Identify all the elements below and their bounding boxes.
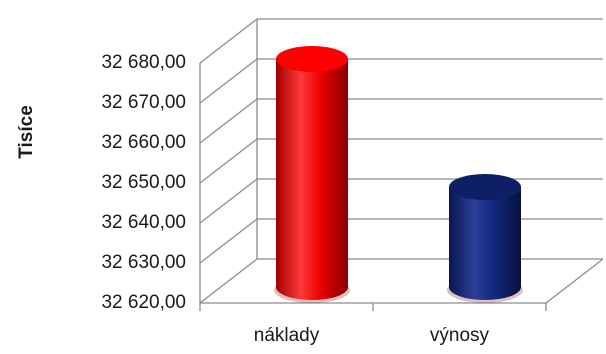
bars bbox=[274, 46, 523, 303]
y-tick-label: 32 670,00 bbox=[101, 92, 186, 113]
x-category-label: výnosy bbox=[430, 325, 490, 346]
y-tick-label: 32 680,00 bbox=[101, 52, 186, 73]
y-axis-label: Tisíce bbox=[16, 105, 37, 159]
bar-body bbox=[276, 59, 348, 300]
y-tick-label: 32 640,00 bbox=[101, 212, 186, 233]
bar bbox=[447, 174, 523, 303]
gridline bbox=[199, 138, 603, 184]
axes bbox=[199, 19, 604, 311]
gridline bbox=[199, 218, 603, 264]
x-category-label: náklady bbox=[254, 325, 320, 346]
y-tick-label: 32 650,00 bbox=[101, 172, 186, 193]
bar-top bbox=[276, 46, 348, 72]
y-tick-label: 32 630,00 bbox=[101, 252, 186, 273]
gridline bbox=[199, 98, 603, 144]
gridline bbox=[199, 58, 603, 104]
bar bbox=[274, 46, 350, 303]
x-category-labels: náklady výnosy bbox=[254, 325, 490, 346]
floor-right-edge bbox=[545, 258, 604, 304]
gridline bbox=[199, 178, 603, 224]
y-tick-labels: 32 620,00 32 630,00 32 640,00 32 650,00 32 6… bbox=[101, 52, 186, 313]
gridline bbox=[199, 258, 603, 304]
gridline bbox=[199, 18, 603, 64]
bar-top bbox=[449, 174, 521, 200]
bar-body bbox=[449, 187, 521, 300]
y-tick-label: 32 660,00 bbox=[101, 132, 186, 153]
y-tick-label: 32 620,00 bbox=[101, 292, 186, 313]
grid bbox=[199, 18, 603, 304]
